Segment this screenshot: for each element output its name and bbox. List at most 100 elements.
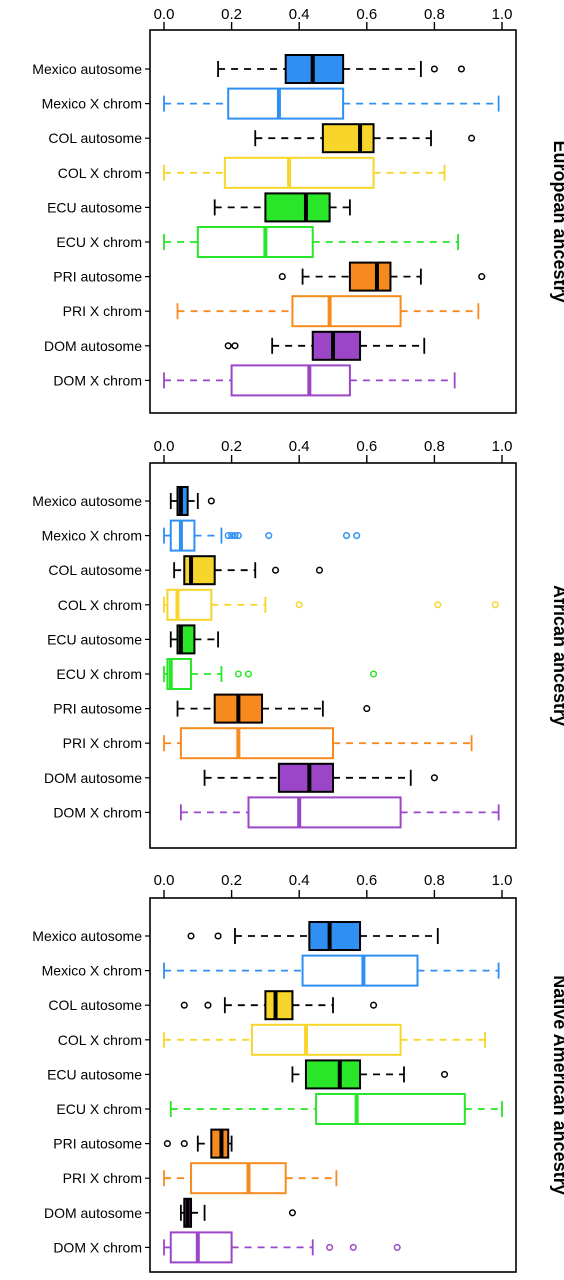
iqr-box (166, 588, 213, 621)
category-label: DOM autosome (44, 1205, 142, 1221)
outlier-point (187, 932, 195, 940)
iqr-box (301, 954, 419, 987)
category-label: PRI X chrom (63, 735, 142, 751)
box-row-pri-autosome: PRI autosome (53, 693, 371, 724)
axis-tick-label: 0.8 (424, 438, 445, 455)
outlier-point (204, 1001, 212, 1009)
box-row-pri-autosome: PRI autosome (53, 1128, 233, 1159)
outlier-point (234, 670, 242, 678)
category-label: Mexico autosome (32, 493, 142, 509)
outlier-point (353, 532, 361, 540)
box-row-pri-x-chrom: PRI X chrom (63, 727, 473, 760)
iqr-box (250, 1023, 402, 1056)
box-row-col-autosome: COL autosome (48, 555, 324, 586)
box-row-ecu-autosome: ECU autosome (47, 1059, 449, 1090)
box-row-ecu-x-chrom: ECU X chrom (56, 1093, 503, 1125)
category-label: Mexico autosome (32, 928, 142, 944)
axis-tick-label: 1.0 (492, 6, 513, 23)
category-label: DOM X chrom (53, 1239, 142, 1255)
iqr-box (264, 990, 294, 1021)
category-label: Mexico X chrom (42, 96, 142, 112)
outlier-point (163, 1140, 171, 1148)
box-row-ecu-autosome: ECU autosome (47, 624, 219, 655)
box-row-mexico-autosome: Mexico autosome (32, 921, 439, 951)
category-label: DOM autosome (44, 338, 142, 354)
box-row-dom-autosome: DOM autosome (44, 762, 438, 793)
outlier-point (295, 601, 303, 609)
iqr-box (166, 658, 193, 690)
box-row-dom-x-chrom: DOM X chrom (53, 364, 456, 397)
iqr-box (247, 796, 402, 829)
box-row-mexico-autosome: Mexico autosome (32, 486, 215, 516)
outlier-point (491, 601, 499, 609)
outlier-point (440, 1070, 449, 1078)
iqr-box (169, 1231, 233, 1264)
category-label: Mexico X chrom (42, 528, 142, 544)
box-row-ecu-autosome: ECU autosome (47, 192, 351, 223)
axis-tick-label: 0.8 (424, 6, 445, 23)
iqr-box (277, 762, 335, 793)
outlier-point (315, 566, 324, 574)
outlier-point (271, 566, 280, 574)
box-row-col-x-chrom: COL X chrom (58, 156, 446, 189)
box-row-col-x-chrom: COL X chrom (58, 1023, 487, 1056)
outlier-point (288, 1209, 296, 1217)
category-label: PRI autosome (53, 269, 142, 285)
outlier-point (370, 670, 378, 678)
box-row-col-x-chrom: COL X chrom (58, 588, 499, 621)
category-label: COL autosome (48, 997, 142, 1013)
box-row-dom-autosome: DOM autosome (44, 330, 426, 361)
outlier-point (434, 601, 442, 609)
box-row-pri-x-chrom: PRI X chrom (63, 1162, 338, 1195)
category-label: ECU autosome (47, 631, 142, 647)
axis-tick-label: 0.6 (356, 438, 377, 455)
panel-african-ancestry: 0.0 0.2 0.4 0.6 0.8 1.0 African ancestry Mexico… (32, 438, 564, 849)
outlier-point (214, 932, 222, 940)
outlier-point (244, 670, 253, 678)
box-row-mexico-x-chrom: Mexico X chrom (42, 954, 500, 987)
outlier-point (224, 532, 232, 540)
category-label: COL X chrom (58, 597, 142, 613)
outlier-point (224, 342, 232, 350)
axis-tick-label: 0.6 (356, 872, 377, 889)
outlier-point (234, 532, 242, 540)
iqr-box (311, 330, 362, 361)
axis-tick-label: 0.2 (221, 438, 242, 455)
outlier-point (430, 65, 438, 73)
category-label: COL autosome (48, 562, 142, 578)
box-row-dom-x-chrom: DOM X chrom (53, 1231, 401, 1264)
outlier-point (180, 1001, 188, 1009)
category-label: DOM X chrom (53, 372, 142, 388)
iqr-box (223, 156, 375, 189)
category-label: COL X chrom (58, 165, 142, 181)
iqr-box (179, 727, 334, 760)
category-label: Mexico X chrom (42, 963, 142, 979)
outlier-point (430, 774, 438, 782)
outlier-point (478, 273, 486, 281)
outlier-point (342, 532, 351, 540)
category-label: PRI X chrom (63, 1170, 142, 1186)
outlier-point (370, 1001, 378, 1009)
axis-tick-label: 0.6 (356, 6, 377, 23)
box-row-mexico-x-chrom: Mexico X chrom (42, 519, 361, 552)
panel-title: European ancestry (550, 140, 564, 302)
box-row-mexico-x-chrom: Mexico X chrom (42, 87, 500, 120)
axis-tick-label: 0.0 (154, 6, 175, 23)
outlier-point (180, 1140, 188, 1148)
outlier-point (207, 497, 215, 505)
iqr-box (264, 192, 331, 223)
axis-tick-label: 0.2 (221, 6, 242, 23)
category-label: PRI autosome (53, 1136, 142, 1152)
axis-tick-label: 1.0 (492, 438, 513, 455)
iqr-box (304, 1059, 362, 1090)
axis-tick-label: 0.4 (289, 872, 310, 889)
category-label: ECU X chrom (56, 666, 142, 682)
category-label: ECU X chrom (56, 1101, 142, 1117)
iqr-box (227, 87, 345, 120)
panel-title: Native American ancestry (550, 975, 564, 1194)
iqr-box (315, 1093, 466, 1125)
panel-native-american-ancestry: 0.0 0.2 0.4 0.6 0.8 1.0 Native American ancest… (32, 872, 564, 1273)
outlier-point (393, 1243, 401, 1251)
box-row-ecu-x-chrom: ECU X chrom (56, 226, 459, 258)
